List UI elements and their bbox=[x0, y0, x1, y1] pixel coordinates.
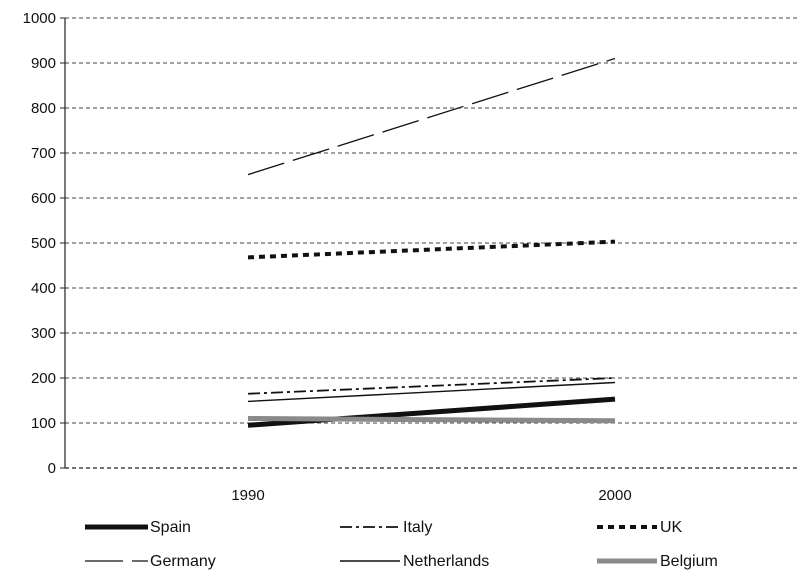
y-tick-labels: 0 100 200 300 400 500 600 700 800 900 1000 bbox=[23, 10, 56, 477]
y-tick-label-0: 0 bbox=[48, 460, 56, 477]
series-line-italy bbox=[247, 377, 616, 395]
series-line-belgium bbox=[247, 416, 616, 424]
axes bbox=[60, 17, 800, 469]
legend-label-netherlands: Netherlands bbox=[403, 553, 489, 570]
legend-item-spain: Spain bbox=[85, 519, 191, 536]
legend: Spain Italy UK Germany Netherlands Belgium bbox=[85, 519, 718, 570]
series-line-germany bbox=[247, 57, 616, 176]
x-tick-label-1990: 1990 bbox=[231, 487, 264, 504]
legend-item-belgium: Belgium bbox=[597, 553, 718, 570]
y-tick-label-900: 900 bbox=[31, 55, 56, 72]
legend-item-germany: Germany bbox=[85, 553, 216, 570]
y-tick-label-200: 200 bbox=[31, 370, 56, 387]
legend-label-uk: UK bbox=[660, 519, 683, 536]
y-tick-label-400: 400 bbox=[31, 280, 56, 297]
y-tick-label-1000: 1000 bbox=[23, 10, 56, 27]
y-tick-label-100: 100 bbox=[31, 415, 56, 432]
series-line-netherlands bbox=[247, 381, 616, 403]
series-lines bbox=[247, 57, 616, 428]
legend-label-belgium: Belgium bbox=[660, 553, 718, 570]
x-tick-labels: 1990 2000 bbox=[231, 487, 631, 504]
legend-item-italy: Italy bbox=[340, 519, 432, 536]
legend-label-italy: Italy bbox=[403, 519, 432, 536]
gridlines bbox=[65, 17, 800, 424]
x-tick-label-2000: 2000 bbox=[598, 487, 631, 504]
y-tick-label-300: 300 bbox=[31, 325, 56, 342]
legend-item-netherlands: Netherlands bbox=[340, 553, 489, 570]
y-tick-label-800: 800 bbox=[31, 100, 56, 117]
legend-label-germany: Germany bbox=[150, 553, 216, 570]
series-line-uk bbox=[247, 239, 616, 260]
legend-item-uk: UK bbox=[597, 519, 683, 536]
y-tick-label-600: 600 bbox=[31, 190, 56, 207]
y-tick-label-500: 500 bbox=[31, 235, 56, 252]
legend-label-spain: Spain bbox=[150, 519, 191, 536]
y-tick-label-700: 700 bbox=[31, 145, 56, 162]
